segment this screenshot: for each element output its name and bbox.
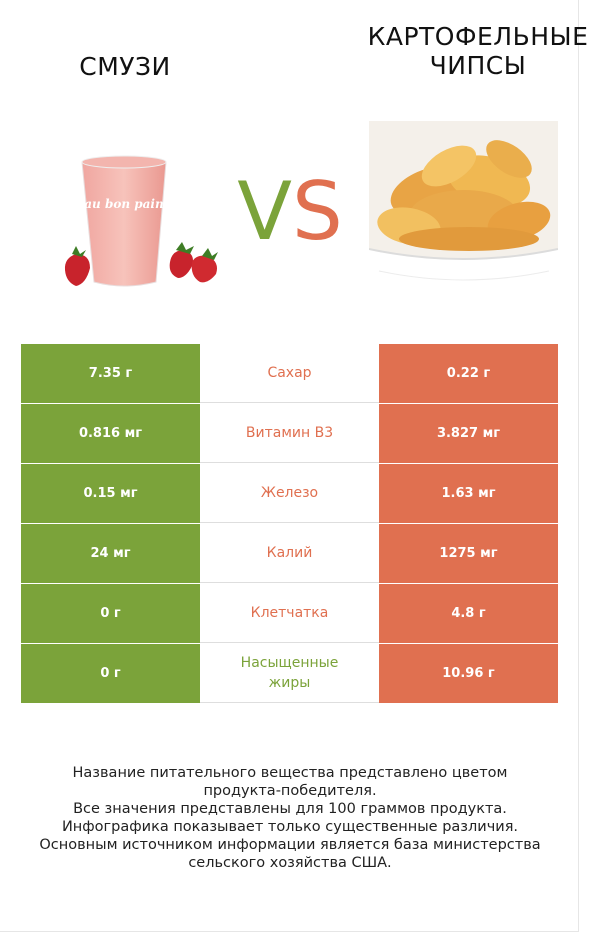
chips-value: 1275 мг [379,524,558,583]
footer-line: Основным источником информации является … [39,837,541,853]
chips-value: 4.8 г [379,584,558,643]
smoothie-image: au bon pain [64,155,218,287]
left-product-title: СМУЗИ [79,52,171,81]
table-row: 0 г Насыщенные жиры 10.96 г [21,644,558,704]
chips-value: 1.63 мг [379,464,558,523]
footer-line: Инфографика показывает только существенн… [61,819,519,835]
chips-pile-icon [377,140,551,251]
nutrient-label: Железо [200,464,379,523]
cup-label-text: au bon pain [84,197,163,211]
nutrient-label: Калий [200,524,379,583]
nutrient-label: Насыщенные жиры [200,644,379,703]
chips-value: 0.22 г [379,344,558,403]
nutrient-label: Витамин B3 [200,404,379,463]
nutrient-label: Сахар [200,344,379,403]
table-row: 0.816 мг Витамин B3 3.827 мг [21,404,558,464]
vs-v: V [237,165,292,258]
strawberry-left-icon [64,246,90,286]
footer-notes: Название питательного вещества представл… [20,764,560,872]
chips-value: 10.96 г [379,644,558,703]
footer-line: Все значения представлены для 100 граммо… [73,801,507,817]
smoothie-value: 0.816 мг [21,404,200,463]
potato-chips-image [369,121,558,312]
table-row: 24 мг Калий 1275 мг [21,524,558,584]
right-title-line1: КАРТОФЕЛЬНЫЕ [367,22,589,51]
vs-label: VS [220,162,360,262]
strawberry-right-icon [169,242,218,283]
nutrient-label: Клетчатка [200,584,379,643]
vs-s: S [291,165,343,258]
smoothie-value: 7.35 г [21,344,200,403]
table-row: 0 г Клетчатка 4.8 г [21,584,558,644]
footer-line: Название питательного вещества представл… [72,765,508,781]
smoothie-value: 0.15 мг [21,464,200,523]
right-product-title: КАРТОФЕЛЬНЫЕ ЧИПСЫ [362,22,589,80]
right-title-line2: ЧИПСЫ [429,51,527,80]
footer-line: сельского хозяйства США. [188,855,392,871]
comparison-table: 7.35 г Сахар 0.22 г 0.816 мг Витамин B3 … [21,344,558,704]
table-row: 7.35 г Сахар 0.22 г [21,344,558,404]
smoothie-value: 24 мг [21,524,200,583]
smoothie-value: 0 г [21,644,200,703]
smoothie-value: 0 г [21,584,200,643]
table-row: 0.15 мг Железо 1.63 мг [21,464,558,524]
chips-value: 3.827 мг [379,404,558,463]
footer-line: продукта-победителя. [203,783,377,799]
